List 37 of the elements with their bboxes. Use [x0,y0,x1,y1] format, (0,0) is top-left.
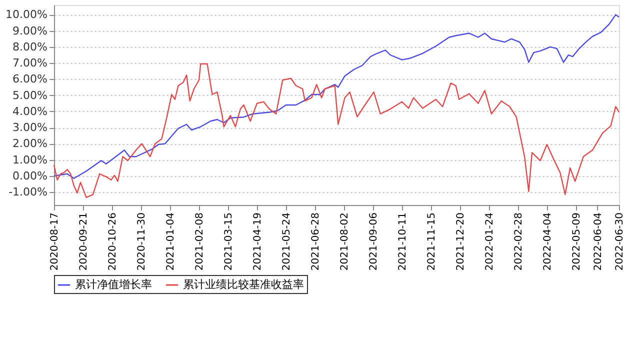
y-tick-label: 10.00% [6,8,48,22]
x-tick-label: 2021-05-24 [281,212,292,271]
y-tick-label: 5.00% [12,88,48,102]
x-tick-label: 2022-06-30 [614,212,626,271]
x-tick-label: 2022-06-04 [592,212,604,271]
y-tick-label: 4.00% [12,104,48,118]
x-tick-label: 2021-02-08 [194,212,206,271]
y-tick-label: 8.00% [12,40,48,54]
line-series [53,63,620,198]
y-tick-label: 0.00% [12,169,48,182]
x-tick-label: 2022-04-04 [542,212,554,271]
x-tick-label: 2021-06-28 [310,212,322,271]
x-tick-label: 2021-09-06 [368,212,380,271]
x-tick-label: 2021-11-15 [426,212,438,271]
y-tick-label: 6.00% [12,72,48,86]
y-tick-label: 9.00% [12,24,48,38]
y-tick-label: -1.00% [8,186,48,199]
x-tick-label: 2020-09-21 [78,212,90,271]
x-tick-label: 2022-01-24 [484,212,496,271]
x-tick-label: 2022-02-28 [513,212,524,271]
x-tick-label: 2021-01-04 [165,212,176,271]
legend-label: 累计业绩比较基准收益率 [183,278,304,291]
y-tick-label: 7.00% [12,56,48,70]
x-tick-label: 2022-05-09 [571,212,582,271]
y-tick-label: 1.00% [12,153,48,166]
x-tick-label: 2021-08-02 [339,212,350,271]
x-tick-label: 2021-03-15 [223,212,234,271]
x-tick-label: 2020-10-26 [107,212,118,271]
y-tick-label: 3.00% [12,121,48,134]
line-series [53,14,620,179]
x-tick-label: 2020-08-17 [50,212,60,271]
legend-label: 累计净值增长率 [75,278,152,291]
y-tick-label: 2.00% [12,137,48,150]
x-tick-label: 2020-11-30 [136,212,148,271]
x-tick-label: 2021-12-20 [455,212,466,271]
x-tick-label: 2021-10-11 [397,212,408,271]
x-tick-label: 2021-04-19 [252,212,264,271]
